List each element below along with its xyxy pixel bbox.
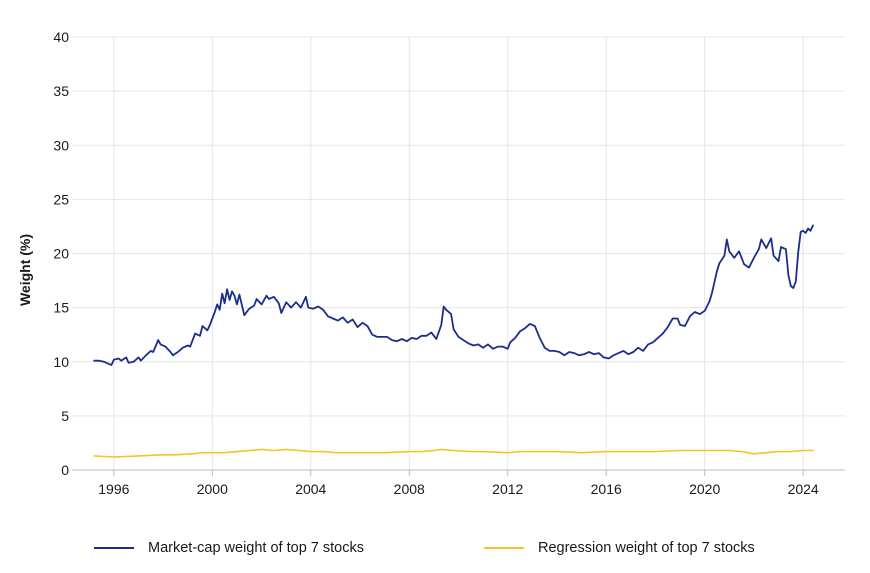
legend-swatch-regression: [484, 547, 524, 549]
y-tick-label-0: 0: [61, 462, 69, 478]
legend-item-regression: Regression weight of top 7 stocks: [484, 540, 755, 556]
legend-swatch-market-cap: [94, 547, 134, 549]
series-line-market-cap: [93, 224, 814, 366]
y-tick-label-20: 20: [53, 246, 69, 262]
x-tick-label-1996: 1996: [98, 481, 129, 497]
x-tick-label-2000: 2000: [197, 481, 228, 497]
y-tick-label-10: 10: [53, 354, 69, 370]
y-tick-label-15: 15: [53, 300, 69, 316]
legend-label-market-cap: Market-cap weight of top 7 stocks: [148, 540, 364, 556]
y-tick-label-35: 35: [53, 83, 69, 99]
x-tick-label-2016: 2016: [591, 481, 622, 497]
legend-label-regression: Regression weight of top 7 stocks: [538, 540, 755, 556]
x-tick-label-2024: 2024: [788, 481, 819, 497]
x-tick-label-2020: 2020: [689, 481, 720, 497]
legend: Market-cap weight of top 7 stocks Regres…: [0, 540, 870, 564]
x-tick-label-2008: 2008: [394, 481, 425, 497]
y-axis-tick-labels: 0 5 10 15 20 25 30 35 40: [53, 29, 69, 478]
x-axis-tick-labels: 1996 2000 2004 2008 2012 2016 2020 2024: [98, 481, 819, 497]
x-tick-label-2012: 2012: [492, 481, 523, 497]
y-tick-label-5: 5: [61, 408, 69, 424]
y-tick-label-30: 30: [53, 137, 69, 153]
series-line-regression: [93, 448, 814, 458]
y-axis-title: Weight (%): [17, 234, 33, 306]
y-tick-label-40: 40: [53, 29, 69, 45]
grid-lines: [72, 36, 845, 476]
x-tick-label-2004: 2004: [295, 481, 326, 497]
legend-item-market-cap: Market-cap weight of top 7 stocks: [94, 540, 364, 556]
y-tick-label-25: 25: [53, 191, 69, 207]
series-lines: [93, 224, 814, 458]
